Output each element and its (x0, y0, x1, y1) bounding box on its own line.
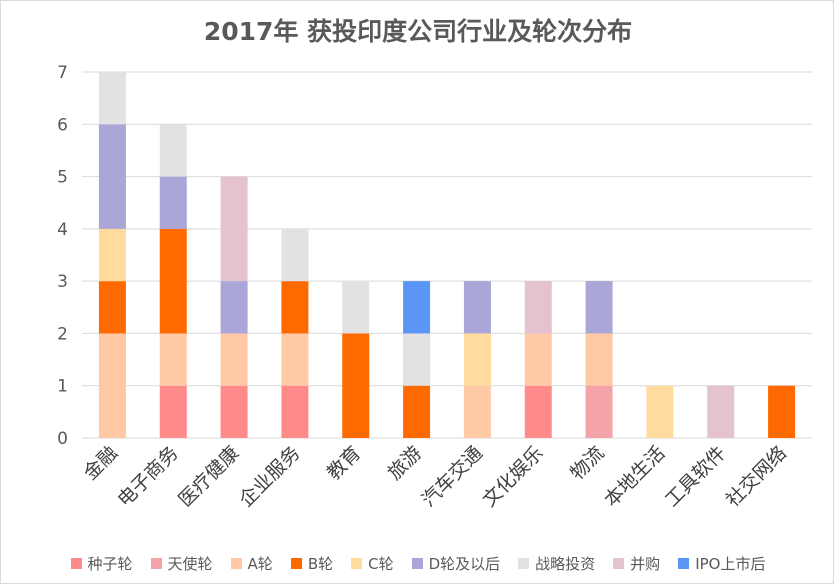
legend-swatch (411, 557, 423, 569)
y-tick-label: 6 (57, 115, 68, 135)
legend-item: D轮及以后 (411, 553, 501, 574)
bar-segment (159, 124, 187, 177)
legend-label: 种子轮 (87, 554, 133, 573)
y-tick-label: 5 (57, 168, 68, 188)
legend-label: 并购 (630, 554, 661, 573)
legend: 种子轮 天使轮 A轮 B轮 C轮 D轮及以后 战略投资 并购 IPO上市后 (0, 551, 836, 575)
bar-segment (463, 333, 491, 386)
legend-item: 并购 (613, 553, 660, 574)
legend-item: A轮 (230, 553, 273, 574)
legend-label: 战略投资 (535, 554, 596, 573)
x-tick-label: 教育 (323, 442, 365, 484)
x-tick-label: 医疗健康 (174, 442, 243, 511)
bar-segment (585, 281, 613, 334)
legend-item: IPO上市后 (678, 553, 765, 574)
x-tick-label: 电子商务 (113, 442, 182, 511)
bar-segment (220, 176, 248, 282)
bar-segment (403, 333, 431, 386)
x-tick-label: 旅游 (384, 442, 426, 484)
bar-segment (403, 281, 431, 334)
bar-segment (159, 228, 187, 334)
legend-swatch (230, 557, 242, 569)
legend-item: C轮 (351, 553, 394, 574)
bar-segment (463, 281, 491, 334)
x-tick-label: 工具软件 (661, 442, 730, 511)
legend-label: D轮及以后 (428, 554, 501, 573)
bar-segment (98, 281, 126, 334)
bar-segment (646, 385, 674, 438)
legend-label: A轮 (247, 554, 273, 573)
bar-segment (98, 124, 126, 229)
bar-segment (98, 333, 126, 438)
bar-segment (585, 333, 613, 386)
legend-label: B轮 (307, 554, 334, 573)
legend-swatch (290, 557, 302, 569)
y-tick-label: 0 (57, 429, 68, 449)
bar-segment (707, 385, 735, 438)
legend-swatch (150, 557, 162, 569)
bar-segment (463, 385, 491, 438)
legend-swatch (70, 557, 82, 569)
bar-segment (768, 385, 796, 438)
legend-item: 天使轮 (150, 553, 213, 574)
bar-segment (524, 333, 552, 386)
bar-segment (342, 281, 370, 334)
bar-segment (220, 385, 248, 438)
chart-title: 2017年 获投印度公司行业及轮次分布 (203, 17, 633, 46)
legend-label: IPO上市后 (695, 554, 766, 573)
x-tick-label: 物流 (566, 442, 608, 484)
y-tick-label: 2 (57, 324, 68, 344)
bar-segment (220, 281, 248, 334)
y-tick-label: 3 (57, 272, 68, 292)
legend-item: B轮 (290, 553, 334, 574)
legend-label: C轮 (368, 554, 394, 573)
bar-segment (342, 333, 370, 438)
bar-segment (98, 228, 126, 282)
x-tick-label: 本地生活 (600, 442, 669, 511)
bar-segment (220, 333, 248, 386)
legend-item: 种子轮 (70, 553, 133, 574)
bar-segment (524, 281, 552, 334)
legend-swatch (351, 557, 363, 569)
bar-segment (281, 385, 309, 438)
bar-segment (281, 228, 309, 282)
bar-segment (524, 385, 552, 438)
legend-swatch (678, 557, 690, 569)
grid-lines (82, 71, 812, 439)
x-tick-label: 文化娱乐 (478, 442, 547, 511)
bar-segment (585, 385, 613, 438)
y-tick-label: 7 (57, 63, 68, 83)
bars (98, 72, 796, 438)
legend-item: 战略投资 (518, 553, 595, 574)
x-tick-label: 汽车交通 (418, 442, 487, 511)
x-tick-label: 社交网络 (722, 442, 791, 511)
x-tick-label: 金融 (80, 442, 122, 484)
bar-segment (159, 333, 187, 386)
y-tick-label: 1 (57, 377, 68, 397)
bar-segment (98, 72, 126, 125)
bar-segment (159, 385, 187, 438)
bar-segment (281, 333, 309, 386)
legend-swatch (518, 557, 530, 569)
y-tick-label: 4 (57, 220, 68, 240)
y-axis: 0 1 2 3 4 5 6 7 (57, 63, 68, 449)
legend-swatch (613, 557, 625, 569)
legend-label: 天使轮 (167, 554, 213, 573)
x-tick-label: 企业服务 (235, 442, 304, 511)
bar-segment (403, 385, 431, 438)
bar-segment (281, 281, 309, 334)
bar-segment (159, 176, 187, 229)
